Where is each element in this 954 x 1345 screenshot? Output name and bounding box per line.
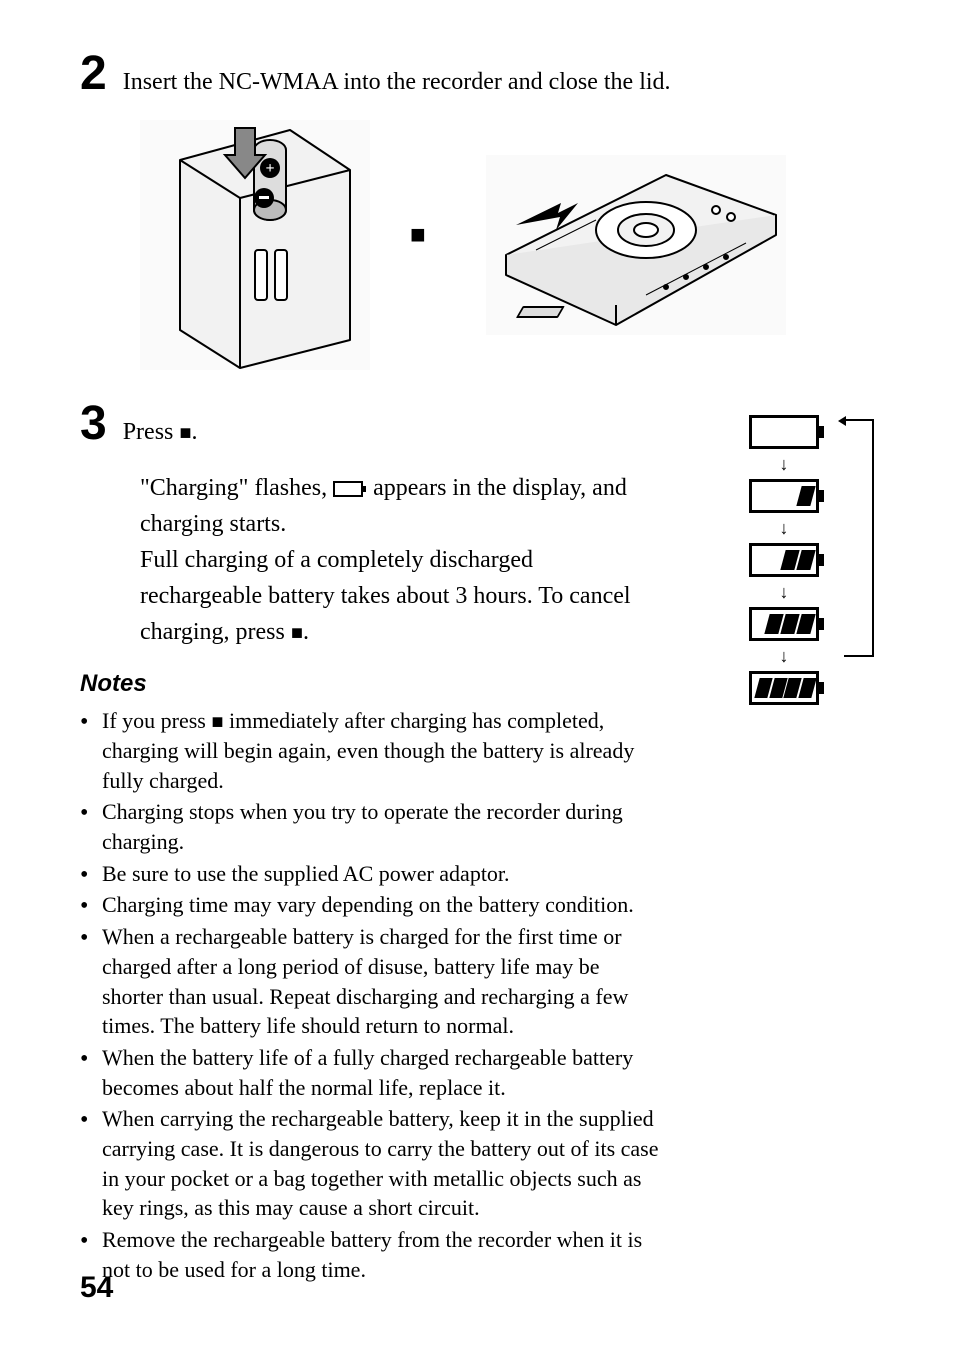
note-item: Charging time may vary depending on the …	[80, 890, 664, 920]
note-item: Remove the rechargeable battery from the…	[80, 1225, 664, 1284]
down-arrow-icon: ↓	[780, 455, 789, 473]
down-arrow-icon: ↓	[780, 647, 789, 665]
step3-suffix: .	[191, 419, 197, 445]
battery-charge-diagram: ↓ ↓ ↓ ↓	[694, 405, 874, 715]
notes-list: If you press ■ immediately after chargin…	[80, 706, 664, 1284]
step-2: 2 Insert the NC-WMAA into the recorder a…	[80, 50, 874, 100]
step-3-block: 3 Press ■. "Charging" flashes, appears i…	[80, 400, 874, 1286]
note-item: When a rechargeable battery is charged f…	[80, 922, 664, 1041]
notes-heading: Notes	[80, 670, 664, 698]
note-item: Be sure to use the supplied AC power ada…	[80, 859, 664, 889]
battery-loop-arrow	[844, 419, 874, 657]
stop-indicator-icon: ■	[410, 220, 426, 250]
body3: Full charging of a completely discharged…	[140, 547, 631, 645]
note-item: Charging stops when you try to operate t…	[80, 797, 664, 856]
body4: .	[303, 619, 309, 645]
note0-pre: If you press	[102, 708, 211, 733]
step-3-text: Press ■.	[123, 414, 198, 450]
step-3: 3 Press ■.	[80, 400, 664, 450]
device-open-illustration: +	[140, 120, 370, 370]
illustration-row: + ■	[140, 120, 874, 370]
step-2-text: Insert the NC-WMAA into the recorder and…	[123, 64, 671, 100]
down-arrow-icon: ↓	[780, 519, 789, 537]
note-item: If you press ■ immediately after chargin…	[80, 706, 640, 795]
step-3-number: 3	[80, 400, 107, 448]
battery-level-2	[749, 543, 819, 577]
battery-level-1	[749, 479, 819, 513]
svg-text:+: +	[265, 160, 274, 177]
device-closed-illustration	[486, 155, 786, 335]
battery-level-4	[749, 671, 819, 705]
battery-level-3	[749, 607, 819, 641]
battery-level-0	[749, 415, 819, 449]
note-item: When carrying the rechargeable battery, …	[80, 1104, 664, 1223]
stop-icon-2: ■	[291, 622, 303, 644]
step-3-body: "Charging" flashes, appears in the displ…	[140, 470, 640, 650]
stop-icon-3: ■	[211, 711, 223, 733]
page-number: 54	[80, 1271, 113, 1305]
step-2-number: 2	[80, 50, 107, 98]
step3-prefix: Press	[123, 419, 180, 445]
battery-outline-icon	[333, 480, 367, 498]
body1: "Charging" flashes,	[140, 475, 333, 501]
down-arrow-icon: ↓	[780, 583, 789, 601]
step-3-text-column: 3 Press ■. "Charging" flashes, appears i…	[80, 400, 664, 1286]
note-item: When the battery life of a fully charged…	[80, 1043, 664, 1102]
stop-icon: ■	[179, 422, 191, 444]
